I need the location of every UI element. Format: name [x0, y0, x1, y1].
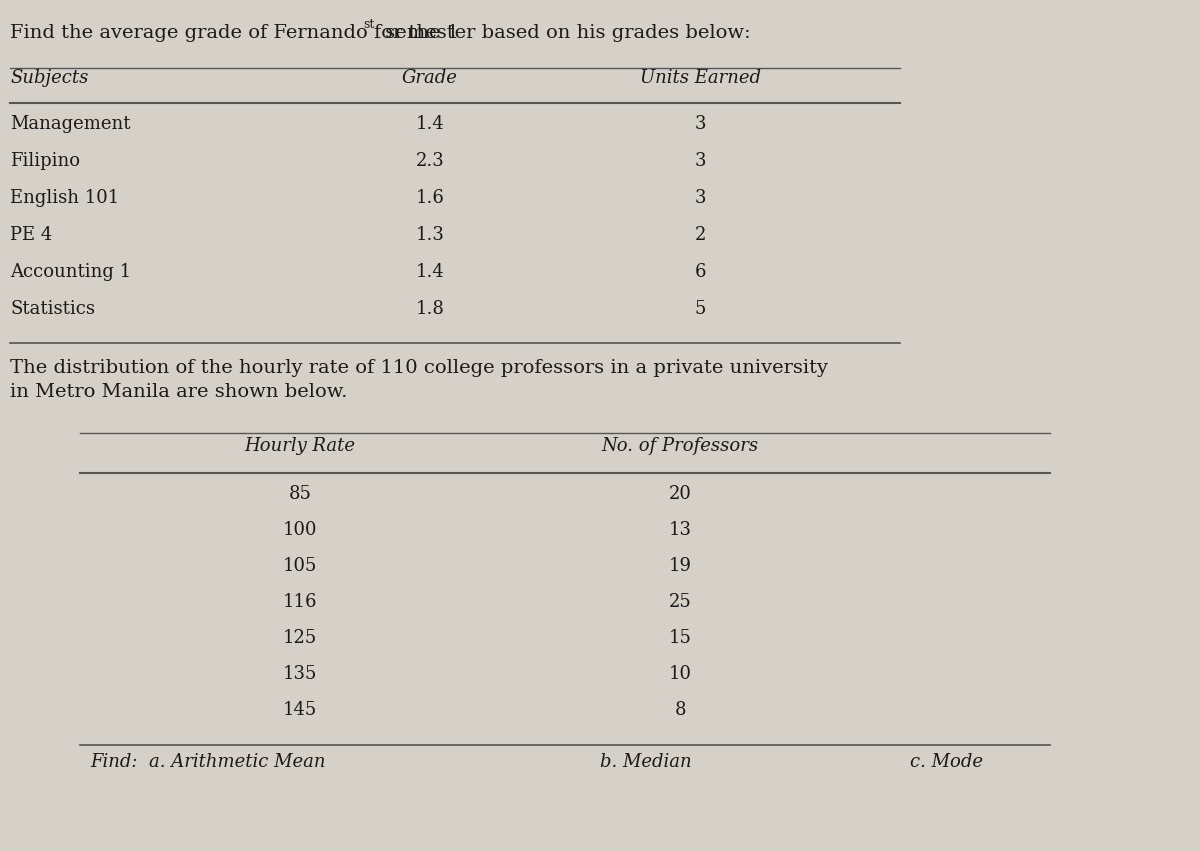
Text: Find the average grade of Fernando for the 1: Find the average grade of Fernando for t… [10, 24, 460, 42]
Text: 2: 2 [695, 226, 706, 244]
Text: 8: 8 [674, 701, 685, 719]
Text: 135: 135 [283, 665, 317, 683]
Text: The distribution of the hourly rate of 110 college professors in a private unive: The distribution of the hourly rate of 1… [10, 359, 828, 377]
Text: 10: 10 [668, 665, 691, 683]
Text: Units Earned: Units Earned [640, 69, 761, 87]
Text: st: st [364, 18, 374, 31]
Text: 15: 15 [668, 629, 691, 647]
Text: Hourly Rate: Hourly Rate [245, 437, 355, 455]
Text: 3: 3 [695, 115, 706, 133]
Text: 25: 25 [668, 593, 691, 611]
Text: Accounting 1: Accounting 1 [10, 263, 131, 281]
Text: PE 4: PE 4 [10, 226, 53, 244]
Text: 3: 3 [695, 189, 706, 207]
Text: Statistics: Statistics [10, 300, 95, 318]
Text: 5: 5 [695, 300, 706, 318]
Text: 1.4: 1.4 [415, 115, 444, 133]
Text: English 101: English 101 [10, 189, 119, 207]
Text: No. of Professors: No. of Professors [601, 437, 758, 455]
Text: 2.3: 2.3 [415, 152, 444, 170]
Text: Management: Management [10, 115, 131, 133]
Text: 105: 105 [283, 557, 317, 575]
Text: 116: 116 [283, 593, 317, 611]
Text: c. Mode: c. Mode [910, 753, 983, 771]
Text: b. Median: b. Median [600, 753, 691, 771]
Text: Grade: Grade [402, 69, 458, 87]
Text: 19: 19 [668, 557, 691, 575]
Text: 13: 13 [668, 521, 691, 539]
Text: 85: 85 [288, 485, 312, 503]
Text: 100: 100 [283, 521, 317, 539]
Text: 20: 20 [668, 485, 691, 503]
Text: Find:  a. Arithmetic Mean: Find: a. Arithmetic Mean [90, 753, 325, 771]
Text: 145: 145 [283, 701, 317, 719]
Text: Subjects: Subjects [10, 69, 89, 87]
Text: 6: 6 [695, 263, 706, 281]
Text: Filipino: Filipino [10, 152, 80, 170]
Text: 1.8: 1.8 [415, 300, 444, 318]
Text: in Metro Manila are shown below.: in Metro Manila are shown below. [10, 383, 347, 401]
Text: 1.4: 1.4 [415, 263, 444, 281]
Text: 1.3: 1.3 [415, 226, 444, 244]
Text: 125: 125 [283, 629, 317, 647]
Text: 1.6: 1.6 [415, 189, 444, 207]
Text: semester based on his grades below:: semester based on his grades below: [379, 24, 751, 42]
Text: 3: 3 [695, 152, 706, 170]
